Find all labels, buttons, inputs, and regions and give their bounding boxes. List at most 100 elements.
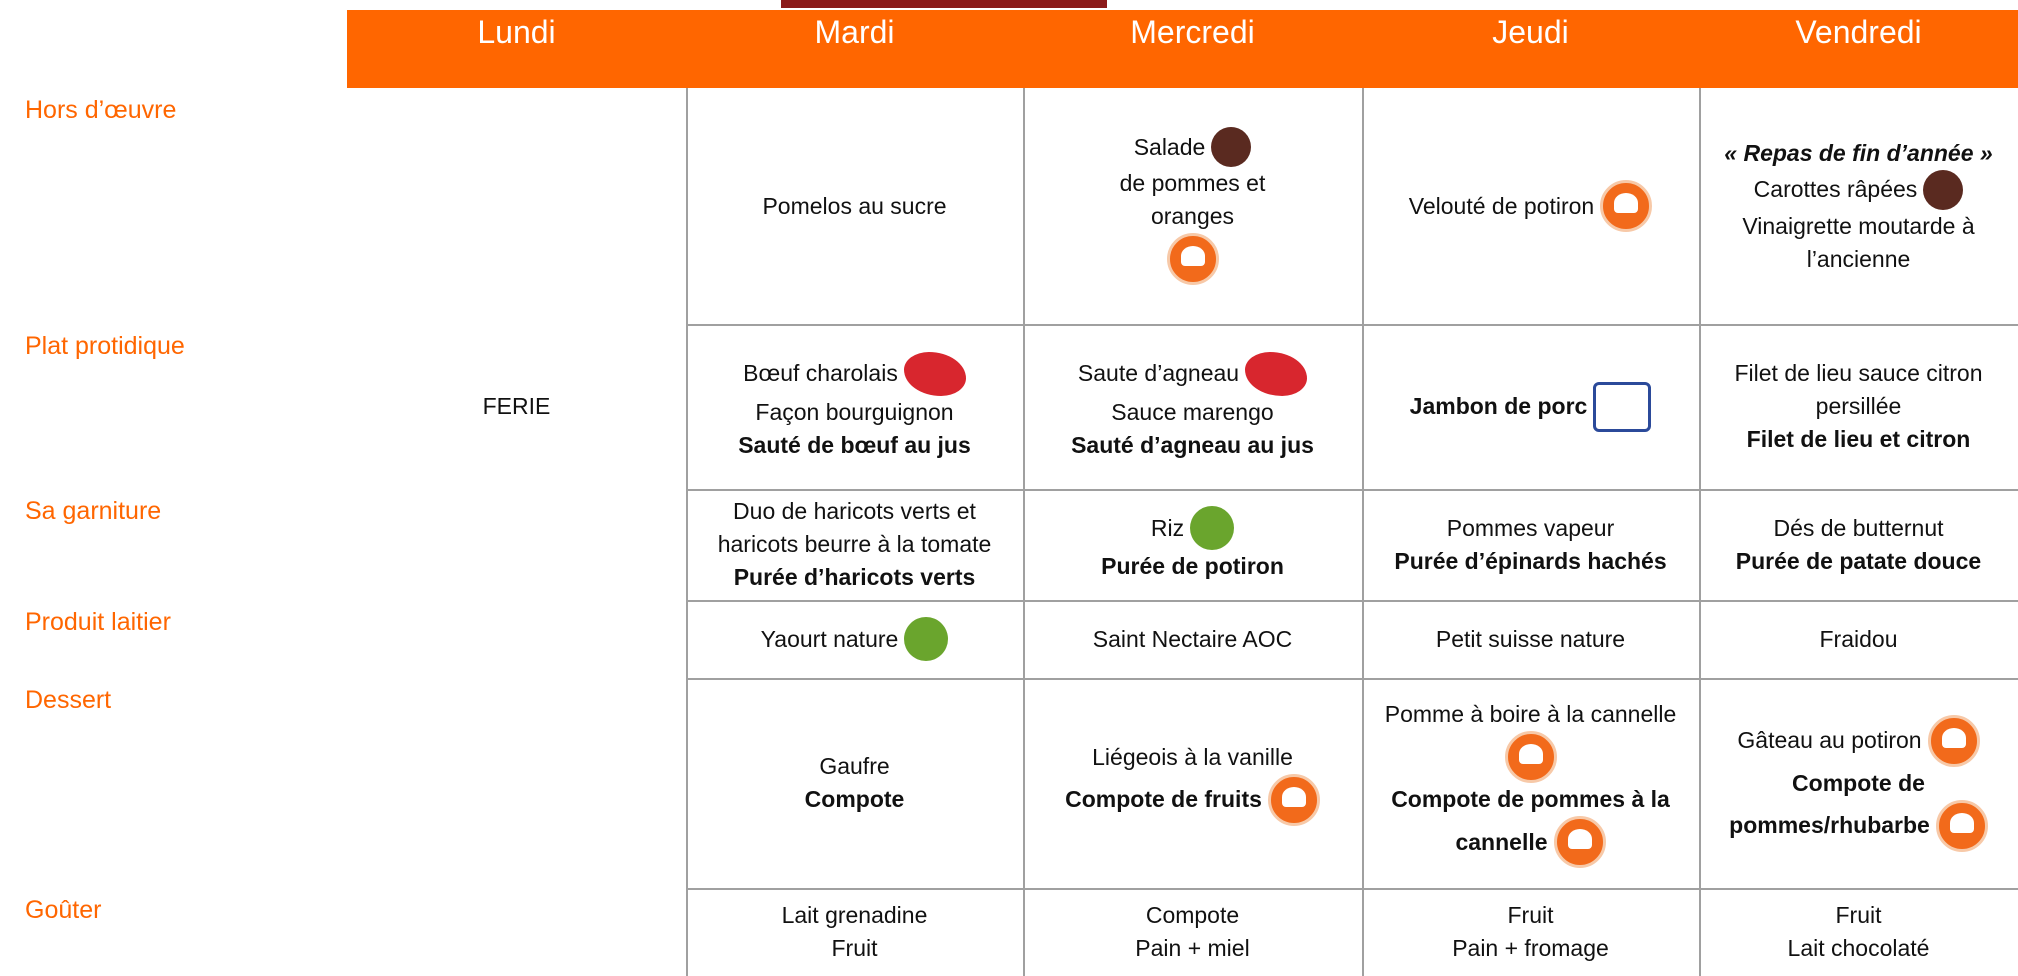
menu-text: Gâteau au potiron: [1737, 727, 1922, 753]
day-header: Vendredi: [1795, 14, 1922, 50]
column-border: [1023, 88, 1025, 976]
menu-line: Lait chocolaté: [1788, 932, 1930, 965]
menu-cell: Dés de butternut Purée de patate douce: [1699, 489, 2018, 600]
menu-text: Liégeois à la vanille: [1092, 743, 1293, 770]
menu-cell: Velouté de potiron: [1362, 88, 1699, 324]
menu-text: Fruit: [1507, 902, 1554, 928]
day-header: Lundi: [477, 14, 556, 50]
menu-line: Salade: [1134, 127, 1252, 167]
row-border: [686, 324, 2018, 326]
menu-cell: [347, 678, 686, 888]
menu-text: Saute d’agneau: [1077, 360, 1240, 386]
menu-text: Salade: [1133, 133, 1206, 160]
menu-text: Duo de haricots verts et: [733, 498, 976, 524]
menu-text: Riz: [1150, 514, 1185, 541]
local-icon: [1211, 127, 1252, 167]
menu-text: Petit suisse nature: [1435, 625, 1626, 652]
menu-line: Yaourt nature: [761, 617, 949, 661]
bio-icon: [904, 617, 949, 661]
day-header: Mercredi: [1130, 14, 1255, 50]
menu-text: Bœuf charolais: [743, 360, 898, 386]
menu-text: Lait grenadine: [781, 902, 928, 928]
menu-text: Pain + fromage: [1452, 935, 1609, 961]
menu-text: Sauce marengo: [1111, 398, 1274, 425]
menu-line: l’ancienne: [1807, 243, 1911, 276]
menu-text: Saint Nectaire AOC: [1092, 625, 1293, 652]
menu-text: Pain + miel: [1135, 935, 1250, 961]
top-accent: [781, 0, 1107, 8]
row-border: [686, 888, 2018, 890]
menu-cell: Pomelos au sucre: [686, 88, 1023, 324]
menu-line: Compote: [805, 783, 905, 816]
menu-line: Sauce marengo: [1111, 396, 1273, 429]
menu-line: Façon bourguignon: [755, 396, 953, 429]
menu-text: Filet de lieu sauce citron: [1734, 360, 1983, 386]
menu-cell: Saint Nectaire AOC: [1023, 600, 1362, 678]
menu-text: persillée: [1815, 393, 1902, 419]
menu-line: Filet de lieu et citron: [1747, 423, 1971, 456]
menu-line: Compote: [1146, 899, 1239, 932]
menu-cell: Liégeois à la vanille Compote de fruits: [1023, 678, 1362, 888]
menu-cell: FERIE: [347, 324, 686, 489]
chef-icon: [1504, 731, 1557, 783]
header-bar: [347, 10, 2018, 88]
menu-text: FERIE: [482, 393, 551, 419]
row-border: [686, 678, 2018, 680]
menu-line: Compote de pommes à la: [1391, 783, 1670, 816]
menu-line: haricots beurre à la tomate: [718, 528, 992, 561]
menu-text: oranges: [1150, 203, 1235, 229]
menu-line: Liégeois à la vanille: [1092, 741, 1293, 774]
day-header: Jeudi: [1492, 14, 1569, 50]
menu-text: Pommes vapeur: [1446, 514, 1615, 541]
row-label: Sa garniture: [25, 497, 162, 525]
menu-line: « Repas de fin d’année »: [1724, 137, 1992, 170]
menu-text: Dés de butternut: [1773, 514, 1944, 541]
menu-line: [1166, 233, 1219, 285]
menu-line: Pain + miel: [1135, 932, 1249, 965]
menu-line: Filet de lieu sauce citron: [1734, 357, 1982, 390]
menu-cell: Fruit Pain + fromage: [1362, 888, 1699, 976]
menu-line: Pommes vapeur: [1447, 512, 1614, 545]
menu-line: Saint Nectaire AOC: [1093, 623, 1292, 656]
menu-text: Vinaigrette moutarde à: [1742, 212, 1975, 239]
menu-line: Purée de potiron: [1101, 550, 1284, 583]
menu-line: Bœuf charolais: [743, 351, 966, 396]
menu-cell: Pomme à boire à la cannelle Compote de po…: [1362, 678, 1699, 888]
menu-line: Dés de butternut: [1773, 512, 1943, 545]
menu-text: de pommes et: [1119, 170, 1266, 196]
menu-line: Lait grenadine: [782, 899, 928, 932]
menu-line: Fruit: [1836, 899, 1882, 932]
chef-icon: [1166, 233, 1219, 285]
row-label: Hors d’œuvre: [25, 96, 177, 124]
menu-text: Lait chocolaté: [1787, 935, 1930, 961]
menu-line: Purée d’épinards hachés: [1394, 545, 1666, 578]
menu-text: Yaourt nature: [760, 625, 899, 652]
menu-cell: Gaufre Compote: [686, 678, 1023, 888]
menu-text: cannelle: [1455, 828, 1548, 855]
menu-line: Gaufre: [819, 750, 889, 783]
menu-cell: Salade de pommes et oranges: [1023, 88, 1362, 324]
menu-cell: Yaourt nature: [686, 600, 1023, 678]
menu-cell: Lait grenadine Fruit: [686, 888, 1023, 976]
menu-cell: Pommes vapeur Purée d’épinards hachés: [1362, 489, 1699, 600]
menu-cell: [347, 600, 686, 678]
rouge-icon: [903, 351, 966, 396]
menu-line: Fruit: [832, 932, 878, 965]
row-label: Dessert: [25, 686, 112, 714]
menu-text: Gaufre: [819, 753, 890, 779]
chef-icon: [1600, 180, 1653, 232]
menu-text: Purée d’haricots verts: [733, 564, 976, 590]
menu-cell: Duo de haricots verts et haricots beurre …: [686, 489, 1023, 600]
menu-line: Compote de fruits: [1065, 773, 1320, 826]
menu-line: Fruit: [1508, 899, 1554, 932]
row-border: [686, 489, 2018, 491]
chef-icon: [1553, 816, 1606, 868]
menu-line: Purée d’haricots verts: [734, 561, 976, 594]
menu-cell: Bœuf charolais Façon bourguignon Sauté de …: [686, 324, 1023, 489]
column-border: [1362, 88, 1364, 976]
menu-line: Vinaigrette moutarde à: [1742, 210, 1974, 243]
menu-text: Carottes râpées: [1753, 176, 1918, 202]
menu-text: Fruit: [1835, 902, 1882, 928]
menu-cell: Filet de lieu sauce citron persillée Filet…: [1699, 324, 2018, 489]
porc-icon: [1593, 381, 1652, 432]
